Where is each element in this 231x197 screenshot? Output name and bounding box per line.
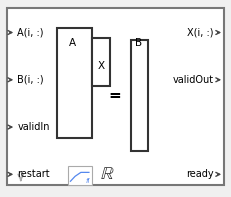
- Bar: [57, 28, 92, 138]
- Text: validIn: validIn: [17, 122, 50, 132]
- Text: X: X: [98, 61, 105, 71]
- Text: =: =: [108, 88, 121, 103]
- Text: validOut: validOut: [173, 75, 214, 85]
- Text: fi: fi: [86, 178, 90, 184]
- Bar: [131, 40, 148, 151]
- Text: B(i, :): B(i, :): [17, 75, 44, 85]
- Bar: [68, 166, 92, 185]
- Text: B: B: [135, 38, 142, 48]
- Text: X(i, :): X(i, :): [187, 28, 214, 37]
- Bar: [92, 38, 110, 86]
- Text: A(i, :): A(i, :): [17, 28, 44, 37]
- Text: restart: restart: [17, 169, 50, 179]
- Text: A: A: [69, 38, 76, 48]
- Text: $\mathbb{R}$: $\mathbb{R}$: [100, 165, 115, 183]
- Text: ready: ready: [186, 169, 214, 179]
